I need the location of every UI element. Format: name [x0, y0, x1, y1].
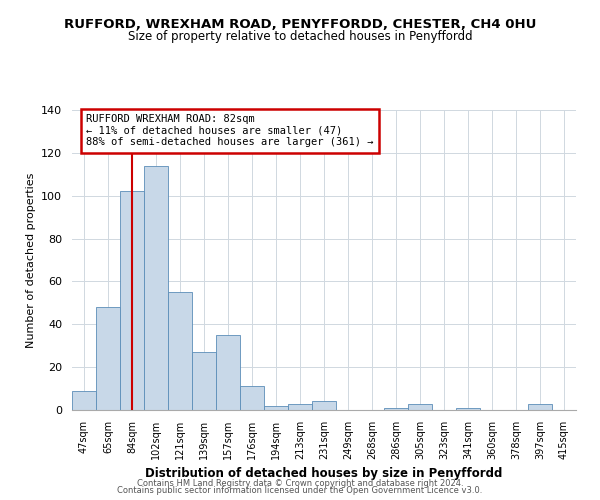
Bar: [216, 335, 240, 410]
Bar: [96, 307, 120, 410]
Text: Contains public sector information licensed under the Open Government Licence v3: Contains public sector information licen…: [118, 486, 482, 495]
Text: Size of property relative to detached houses in Penyffordd: Size of property relative to detached ho…: [128, 30, 472, 43]
Bar: [144, 166, 168, 410]
Bar: [168, 292, 192, 410]
Bar: [312, 402, 336, 410]
X-axis label: Distribution of detached houses by size in Penyffordd: Distribution of detached houses by size …: [145, 468, 503, 480]
Bar: [384, 408, 408, 410]
Bar: [456, 408, 480, 410]
Bar: [72, 390, 96, 410]
Bar: [408, 404, 432, 410]
Text: Contains HM Land Registry data © Crown copyright and database right 2024.: Contains HM Land Registry data © Crown c…: [137, 478, 463, 488]
Y-axis label: Number of detached properties: Number of detached properties: [26, 172, 35, 348]
Bar: [264, 406, 288, 410]
Bar: [120, 192, 144, 410]
Bar: [192, 352, 216, 410]
Text: RUFFORD, WREXHAM ROAD, PENYFFORDD, CHESTER, CH4 0HU: RUFFORD, WREXHAM ROAD, PENYFFORDD, CHEST…: [64, 18, 536, 30]
Text: RUFFORD WREXHAM ROAD: 82sqm
← 11% of detached houses are smaller (47)
88% of sem: RUFFORD WREXHAM ROAD: 82sqm ← 11% of det…: [86, 114, 374, 148]
Bar: [240, 386, 264, 410]
Bar: [528, 404, 552, 410]
Bar: [288, 404, 312, 410]
